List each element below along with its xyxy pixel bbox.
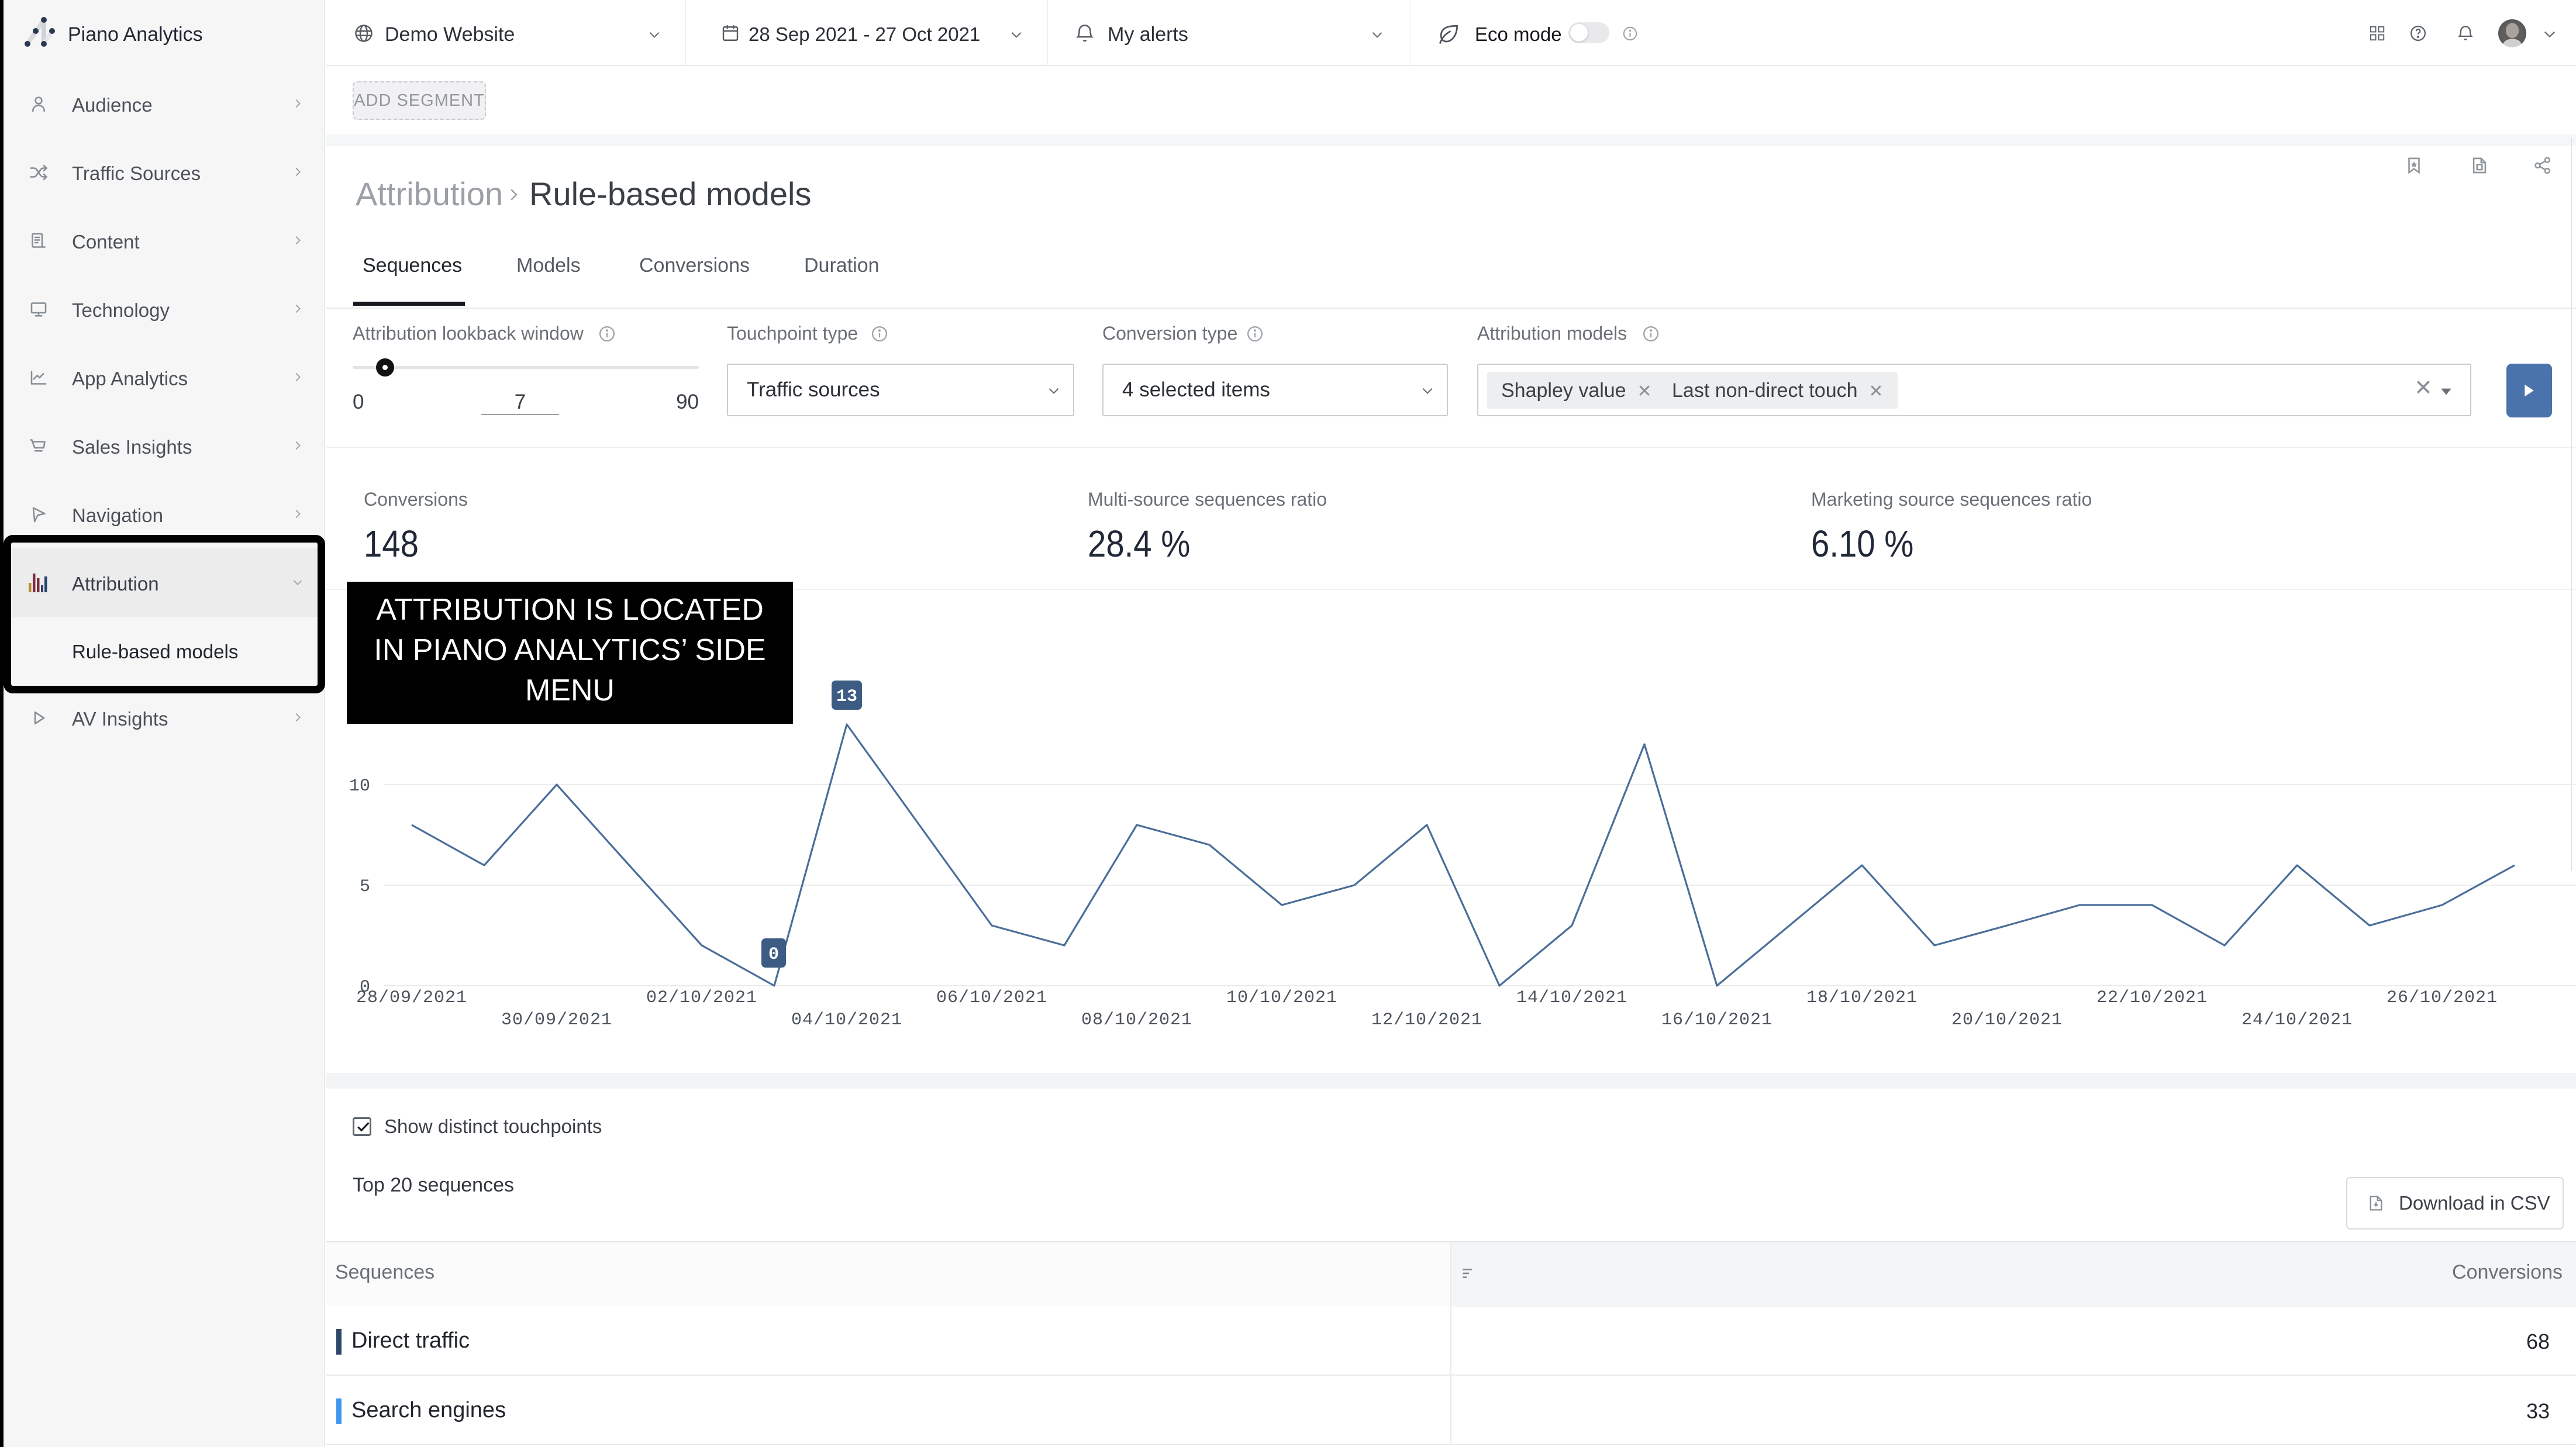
- svg-text:28/09/2021: 28/09/2021: [356, 988, 467, 1008]
- svg-text:12/10/2021: 12/10/2021: [1371, 1010, 1482, 1030]
- svg-text:5: 5: [360, 877, 370, 897]
- svg-text:24/10/2021: 24/10/2021: [2242, 1010, 2353, 1030]
- svg-text:18/10/2021: 18/10/2021: [1806, 988, 1918, 1008]
- svg-text:10: 10: [349, 776, 370, 796]
- svg-text:16/10/2021: 16/10/2021: [1661, 1010, 1772, 1030]
- svg-text:06/10/2021: 06/10/2021: [936, 988, 1047, 1008]
- svg-text:13: 13: [836, 687, 857, 707]
- svg-text:14/10/2021: 14/10/2021: [1516, 988, 1627, 1008]
- svg-text:30/09/2021: 30/09/2021: [501, 1010, 612, 1030]
- svg-text:02/10/2021: 02/10/2021: [646, 988, 757, 1008]
- svg-text:20/10/2021: 20/10/2021: [1951, 1010, 2063, 1030]
- svg-text:0: 0: [360, 978, 370, 997]
- svg-text:10/10/2021: 10/10/2021: [1226, 988, 1337, 1008]
- svg-text:08/10/2021: 08/10/2021: [1081, 1010, 1192, 1030]
- svg-text:26/10/2021: 26/10/2021: [2387, 988, 2498, 1008]
- svg-text:0: 0: [768, 945, 779, 965]
- svg-text:04/10/2021: 04/10/2021: [791, 1010, 902, 1030]
- svg-text:22/10/2021: 22/10/2021: [2096, 988, 2208, 1008]
